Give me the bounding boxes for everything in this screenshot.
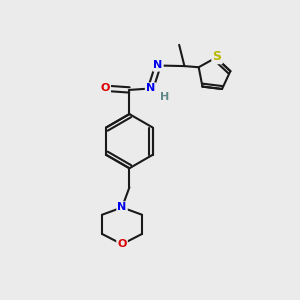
Text: H: H bbox=[160, 92, 169, 102]
Text: N: N bbox=[117, 202, 127, 212]
Text: S: S bbox=[213, 50, 222, 63]
Text: N: N bbox=[153, 61, 163, 70]
Text: N: N bbox=[146, 83, 155, 94]
Text: O: O bbox=[100, 83, 110, 94]
Text: O: O bbox=[117, 239, 127, 249]
